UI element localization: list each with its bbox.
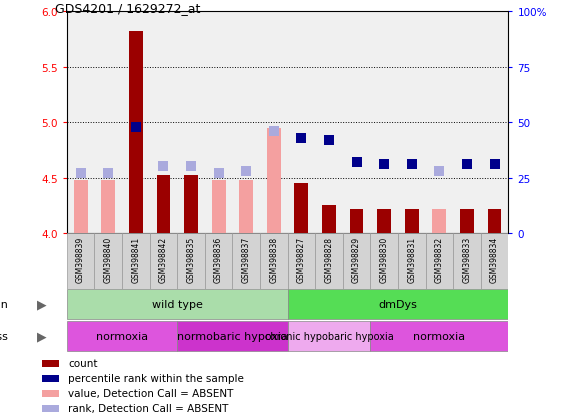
Text: GSM398837: GSM398837: [242, 236, 250, 282]
Text: GSM398830: GSM398830: [380, 236, 389, 282]
Text: count: count: [69, 358, 98, 368]
Bar: [42, 361, 59, 367]
Bar: [405, 209, 419, 233]
Point: [159, 164, 168, 170]
Bar: [260, 233, 288, 289]
Point: [269, 128, 278, 135]
Text: normobaric hypoxia: normobaric hypoxia: [177, 331, 288, 342]
Text: dmDys: dmDys: [379, 299, 417, 310]
Bar: [288, 321, 371, 351]
Bar: [377, 209, 391, 233]
Text: GSM398841: GSM398841: [131, 236, 140, 282]
Bar: [122, 233, 150, 289]
Bar: [425, 233, 453, 289]
Text: GSM398834: GSM398834: [490, 236, 499, 282]
Text: normoxia: normoxia: [413, 331, 465, 342]
Bar: [239, 180, 253, 233]
Bar: [343, 233, 371, 289]
Point: [242, 168, 251, 175]
Point: [407, 161, 417, 168]
Text: GSM398840: GSM398840: [104, 236, 113, 282]
Bar: [487, 209, 501, 233]
Bar: [322, 206, 336, 233]
Text: percentile rank within the sample: percentile rank within the sample: [69, 374, 244, 384]
Text: ▶: ▶: [37, 330, 46, 343]
Bar: [101, 180, 115, 233]
Point: [324, 137, 333, 144]
Text: GSM398832: GSM398832: [435, 236, 444, 282]
Bar: [150, 233, 177, 289]
Text: GSM398831: GSM398831: [407, 236, 416, 282]
Text: GSM398842: GSM398842: [159, 236, 168, 282]
Bar: [67, 290, 288, 320]
Point: [187, 164, 196, 170]
Bar: [460, 209, 474, 233]
Point: [297, 135, 306, 142]
Point: [103, 171, 113, 177]
Point: [352, 159, 361, 166]
Bar: [67, 321, 177, 351]
Bar: [156, 176, 170, 233]
Text: GSM398833: GSM398833: [462, 236, 471, 282]
Point: [435, 168, 444, 175]
Text: value, Detection Call = ABSENT: value, Detection Call = ABSENT: [69, 389, 234, 399]
Text: GSM398839: GSM398839: [76, 236, 85, 282]
Text: rank, Detection Call = ABSENT: rank, Detection Call = ABSENT: [69, 404, 229, 413]
Text: normoxia: normoxia: [96, 331, 148, 342]
Bar: [184, 176, 198, 233]
Bar: [67, 233, 94, 289]
Bar: [232, 233, 260, 289]
Bar: [267, 128, 281, 233]
Bar: [211, 180, 225, 233]
Bar: [177, 321, 288, 351]
Bar: [74, 180, 88, 233]
Bar: [177, 233, 205, 289]
Text: GSM398838: GSM398838: [270, 236, 278, 282]
Point: [490, 161, 499, 168]
Text: GDS4201 / 1629272_at: GDS4201 / 1629272_at: [55, 2, 200, 15]
Bar: [288, 290, 508, 320]
Bar: [432, 209, 446, 233]
Bar: [42, 406, 59, 412]
Bar: [295, 184, 309, 233]
Text: GSM398828: GSM398828: [325, 236, 333, 282]
Point: [214, 171, 223, 177]
Bar: [398, 233, 425, 289]
Bar: [453, 233, 481, 289]
Text: strain: strain: [0, 299, 9, 310]
Bar: [371, 233, 398, 289]
Bar: [315, 233, 343, 289]
Point: [76, 171, 85, 177]
Bar: [129, 32, 143, 233]
Text: stress: stress: [0, 331, 9, 342]
Point: [379, 161, 389, 168]
Text: GSM398827: GSM398827: [297, 236, 306, 282]
Bar: [42, 391, 59, 397]
Point: [462, 161, 472, 168]
Bar: [350, 209, 364, 233]
Point: [131, 124, 141, 131]
Text: chronic hypobaric hypoxia: chronic hypobaric hypoxia: [264, 331, 393, 342]
Text: ▶: ▶: [37, 298, 46, 311]
Text: GSM398836: GSM398836: [214, 236, 223, 282]
Bar: [371, 321, 508, 351]
Text: GSM398835: GSM398835: [187, 236, 195, 282]
Bar: [288, 233, 315, 289]
Bar: [481, 233, 508, 289]
Text: GSM398829: GSM398829: [352, 236, 361, 282]
Text: wild type: wild type: [152, 299, 203, 310]
Bar: [94, 233, 122, 289]
Bar: [205, 233, 232, 289]
Bar: [42, 375, 59, 382]
